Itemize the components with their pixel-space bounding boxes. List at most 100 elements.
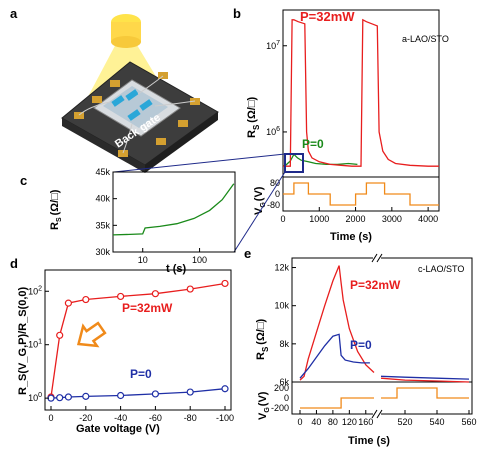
panel-e-axis-break xyxy=(371,253,383,419)
contact-pad-4 xyxy=(158,72,168,79)
contact-pad-3 xyxy=(110,80,120,87)
panel-e-series-32mw-left xyxy=(299,265,375,381)
panel-e-series-p0-left xyxy=(299,333,370,379)
panel-d-xtick-label: -40 xyxy=(114,413,127,423)
panel-d-ytick-label: 100 xyxy=(28,392,42,403)
panel-e-ylabel: RS(Ω/□) xyxy=(255,319,270,360)
panel-d-ytick-label: 102 xyxy=(28,285,42,296)
panel-c-ylabel: RS(Ω/□) xyxy=(49,189,63,230)
panel-label-e: e xyxy=(244,246,251,261)
panel-e-ytick-label: 8k xyxy=(279,339,289,349)
panel-e-gate-frame xyxy=(291,381,473,415)
panel-e-xtick-label: 80 xyxy=(328,417,338,427)
panel-e-legend-p0: P=0 xyxy=(350,338,372,352)
panel-b-gate-trace xyxy=(283,182,439,206)
panel-d-xlabel: Gate voltage (V) xyxy=(76,423,160,435)
panel-b-xtick-label: 0 xyxy=(280,214,285,224)
panel-label-a: a xyxy=(10,6,18,21)
panel-b-ytick-label: 106 xyxy=(266,126,280,137)
panel-c-series xyxy=(112,183,235,236)
panel-c-ytick-label: 30k xyxy=(95,247,110,257)
contact-pad-6 xyxy=(178,120,188,127)
panel-b-xtick-label: 3000 xyxy=(382,214,402,224)
panel-d-series-p0-point xyxy=(221,385,229,393)
panel-d-series-32mw-point xyxy=(221,279,229,288)
panel-b-zoom-box xyxy=(284,153,304,173)
panel-e-gate-left xyxy=(300,397,374,409)
contact-pad-8 xyxy=(118,150,128,157)
contact-pad-1 xyxy=(74,112,84,119)
panel-b-series-p0 xyxy=(282,153,358,167)
panel-d-series-p0-line xyxy=(50,388,226,399)
panel-e-gate-ylabel: VG(V) xyxy=(257,391,271,420)
panel-b-chart: 10610710801000200030004000800-80 a-LAO/S… xyxy=(246,9,449,243)
panel-d-xtick-label: 0 xyxy=(48,413,53,423)
panel-d-frame xyxy=(44,269,232,411)
panel-e-xtick-label: 560 xyxy=(461,417,476,427)
panel-label-b: b xyxy=(233,6,241,21)
panel-e-ytick-label: 10k xyxy=(274,301,289,311)
contact-pad-7 xyxy=(156,138,166,145)
panel-d-series-p0-point xyxy=(82,392,90,400)
panel-c-ytick-label: 45k xyxy=(95,167,110,177)
panel-b-ytick-label: 107 xyxy=(266,40,280,51)
panel-e-xlabel: Time (s) xyxy=(348,435,390,447)
panel-e-annotation: c-LAO/STO xyxy=(418,264,464,274)
panel-e-xtick-label: 160 xyxy=(358,417,373,427)
panel-b-series-32mw xyxy=(283,18,439,167)
panel-c-ytick-label: 40k xyxy=(95,194,110,204)
panel-d-series-32mw-point xyxy=(116,292,125,301)
panel-d-series-p0-point xyxy=(186,388,194,396)
electrode-4 xyxy=(127,109,141,121)
panel-d-xtick-label: -60 xyxy=(149,413,162,423)
panel-e-gate-tick-label: 200 xyxy=(274,383,289,393)
panel-d-series-32mw-point xyxy=(82,295,90,304)
panel-d-arrow-icon xyxy=(76,321,107,348)
panel-c-frame xyxy=(112,171,236,253)
panel-e-ytick-label: 6k xyxy=(279,377,289,387)
panel-d-series-p0-point xyxy=(116,391,125,400)
panel-b-gate-ylabel: VG(V) xyxy=(253,186,267,215)
panel-d-series-32mw-point xyxy=(64,299,73,307)
panel-d-series-32mw-point xyxy=(56,331,64,339)
panel-e-xtick-label: 520 xyxy=(397,417,412,427)
zoom-connector-bottom xyxy=(233,171,286,253)
panel-label-c: c xyxy=(20,173,27,188)
panel-d-xtick-label: -20 xyxy=(79,413,92,423)
panel-b-xtick-label: 2000 xyxy=(346,214,366,224)
panel-b-xtick-label: 4000 xyxy=(418,214,438,224)
panel-e-xtick-label: 120 xyxy=(342,417,357,427)
panel-c-ytick-label: 35k xyxy=(95,220,110,230)
panel-e-frame xyxy=(291,257,473,383)
panel-b-gate-tick-label: 80 xyxy=(270,178,280,188)
panel-d-series-32mw-point xyxy=(186,285,194,293)
device-schematic: Back gate xyxy=(61,14,219,173)
panel-d-ytick-label: 101 xyxy=(28,339,42,350)
electrode-1 xyxy=(111,95,125,107)
panel-d-series-p0-point xyxy=(56,394,64,402)
zoom-connector-top xyxy=(113,153,286,173)
panel-c-xtick-label: 10 xyxy=(138,255,148,265)
panel-b-legend-p0: P=0 xyxy=(302,137,324,151)
panel-b-xtick-label: 1000 xyxy=(309,214,329,224)
panel-b-ylabel: RS(Ω/□) xyxy=(246,97,261,138)
panel-d-series-p0-point xyxy=(64,393,73,401)
panel-d-ylabel: R_S(V_G,P)/R_S(0,0) xyxy=(17,286,29,395)
panel-d-chart: 100 101 102 0 -20 -40 -60 -80 -100 R_S(V_G,P)/R_… xyxy=(17,269,234,435)
panel-c-xlabel: t (s) xyxy=(166,263,187,275)
panel-c-xtick-label: 100 xyxy=(192,255,207,265)
panel-e-gate-right xyxy=(381,387,469,399)
panel-e-series-p0-right xyxy=(380,375,470,380)
panel-d-legend-p0: P=0 xyxy=(130,367,152,381)
panel-b-xlabel: Time (s) xyxy=(330,231,372,243)
panel-e-gate-tick-label: 0 xyxy=(284,393,289,403)
panel-e-legend-32mw: P=32mW xyxy=(350,278,401,292)
panel-b-annotation: a-LAO/STO xyxy=(402,34,449,44)
panel-d-series-32mw-line xyxy=(50,282,226,398)
contact-pad-2 xyxy=(92,96,102,103)
panel-d-xtick-label: -80 xyxy=(184,413,197,423)
panel-b-legend-32mw: P=32mW xyxy=(300,9,355,24)
panel-d-legend-32mw: P=32mW xyxy=(122,301,173,315)
electrode-3 xyxy=(139,99,153,111)
